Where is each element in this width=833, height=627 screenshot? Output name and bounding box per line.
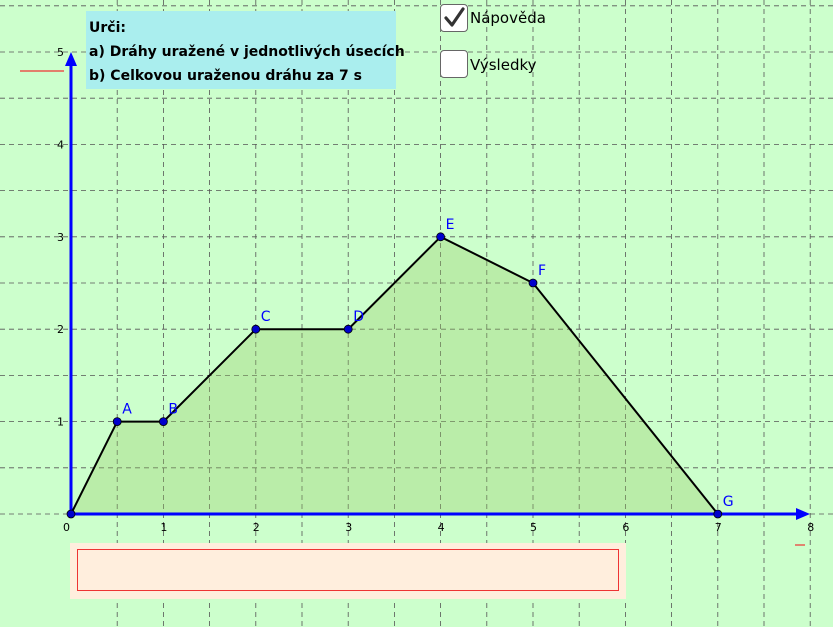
x-tick-label: 2 bbox=[253, 521, 260, 534]
task-line-b: b) Celkovou uraženou dráhu za 7 s bbox=[89, 68, 362, 84]
task-title: Urči: bbox=[89, 20, 126, 36]
y-axis-arrow bbox=[65, 52, 77, 66]
area-under-curve bbox=[71, 236, 718, 515]
x-tick-label: 0 bbox=[63, 521, 70, 534]
data-point bbox=[66, 509, 76, 519]
point-label: F bbox=[538, 263, 546, 279]
point-label: D bbox=[353, 309, 364, 325]
answer-field[interactable] bbox=[77, 549, 619, 591]
y-tick-label: 4 bbox=[57, 138, 64, 151]
x-tick-label: 1 bbox=[160, 521, 167, 534]
x-axis-arrow bbox=[796, 508, 810, 520]
x-tick-label: 8 bbox=[807, 521, 814, 534]
y-tick-label: 3 bbox=[57, 231, 64, 244]
point-label: G bbox=[723, 494, 734, 510]
axes bbox=[20, 52, 810, 546]
data-point bbox=[713, 509, 723, 519]
checkmark-icon bbox=[444, 7, 465, 27]
data-point bbox=[436, 232, 446, 242]
path-line bbox=[70, 235, 719, 515]
area-fill bbox=[71, 236, 718, 515]
data-point bbox=[343, 324, 353, 334]
x-tick-label: 6 bbox=[622, 521, 629, 534]
x-tick-label: 7 bbox=[715, 521, 722, 534]
vysledky-checkbox[interactable] bbox=[440, 50, 468, 78]
data-point bbox=[158, 417, 168, 427]
x-tick-label: 3 bbox=[345, 521, 352, 534]
x-tick-label: 4 bbox=[438, 521, 445, 534]
point-label: A bbox=[122, 402, 132, 418]
data-point bbox=[251, 324, 261, 334]
task-box: Urči: a) Dráhy uražené v jednotlivých ús… bbox=[86, 11, 405, 89]
x-tick-label: 5 bbox=[530, 521, 537, 534]
y-tick-label: 2 bbox=[57, 323, 64, 336]
answer-panel bbox=[70, 543, 626, 599]
y-tick-label: 5 bbox=[57, 46, 64, 59]
data-point bbox=[528, 278, 538, 288]
point-label: C bbox=[261, 309, 271, 325]
y-tick-label: 1 bbox=[57, 416, 64, 429]
task-line-a: a) Dráhy uražené v jednotlivých úsecích bbox=[89, 44, 405, 60]
tick-labels: 0 1 2 3 4 5 6 7 8 1 2 3 4 5 bbox=[57, 46, 814, 534]
vysledky-label[interactable]: Výsledky bbox=[470, 56, 537, 74]
napoveda-checkbox[interactable] bbox=[440, 4, 468, 32]
point-label: E bbox=[446, 217, 455, 233]
polyline bbox=[70, 235, 719, 515]
data-point bbox=[112, 417, 122, 427]
point-label: B bbox=[168, 402, 178, 418]
napoveda-label[interactable]: Nápověda bbox=[470, 9, 546, 27]
points: A B C D E F G bbox=[66, 217, 734, 519]
